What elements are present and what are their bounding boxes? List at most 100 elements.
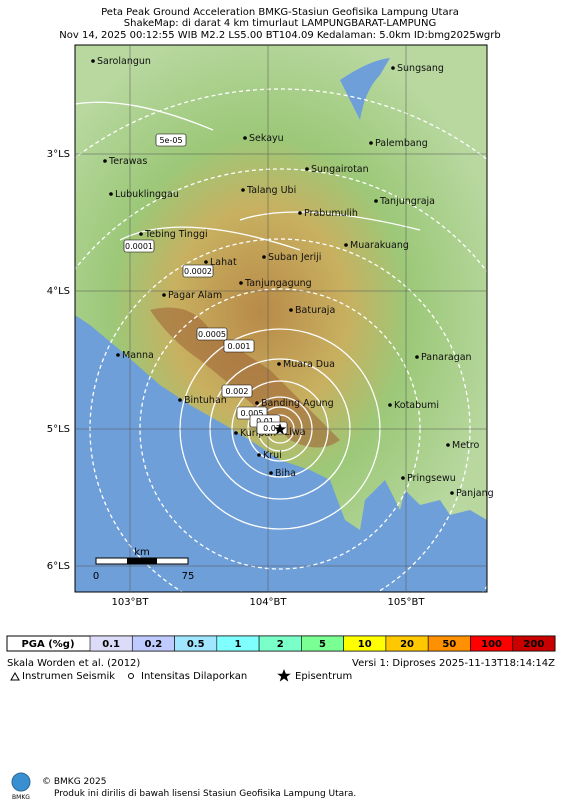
city-label: Banding Agung [261, 398, 334, 409]
city-dot [241, 188, 245, 192]
legend-level: 200 [523, 639, 544, 650]
contour-label-box [223, 339, 255, 353]
city-dot [415, 355, 419, 359]
contour-line [75, 101, 214, 131]
city-dot [446, 443, 450, 447]
city-dot [139, 232, 143, 236]
legend-level: 50 [442, 639, 456, 650]
city-dot [369, 141, 373, 145]
logo [11, 772, 31, 792]
legend-level: 0.2 [145, 639, 163, 650]
symbol-label: Intensitas Dilaporkan [141, 671, 247, 682]
lon-label: 105°BT [387, 597, 425, 608]
city-label: Lahat [210, 257, 237, 268]
version: Versi 1: Diproses 2025-11-13T18:14:14Z [352, 658, 555, 669]
legend-level: 0.1 [102, 639, 120, 650]
city-dot [162, 293, 166, 297]
logo-text: BMKG [12, 794, 30, 801]
city-dot [234, 431, 238, 435]
city-dot [262, 255, 266, 259]
contour-label: 0.0001 [125, 242, 153, 251]
city-dot [178, 398, 182, 402]
contour-label: 0.02 [263, 424, 281, 433]
city-label: Panjang [456, 488, 494, 499]
lon-label: 103°BT [111, 597, 149, 608]
city-label: Muara Dua [283, 359, 335, 370]
city-dot [239, 281, 243, 285]
city-label: Talang Ubi [246, 185, 296, 196]
city-dot [116, 353, 120, 357]
legend-level: 0.5 [187, 639, 205, 650]
contour-label: 0.0002 [184, 267, 212, 276]
city-dot [255, 401, 259, 405]
title: Peta Peak Ground Acceleration BMKG-Stasi… [101, 7, 459, 18]
city-label: Sungairotan [311, 164, 369, 175]
city-label: Lubuklinggau [115, 189, 179, 200]
city-label: Terawas [108, 156, 147, 167]
city-dot [298, 211, 302, 215]
city-label: Metro [452, 440, 479, 451]
lat-label: 3°LS [47, 149, 70, 160]
city-label: Krui [263, 450, 282, 461]
city-label: Baturaja [295, 305, 335, 316]
highland [150, 307, 340, 448]
copyright: © BMKG 2025 [42, 777, 106, 787]
lat-label: 5°LS [47, 424, 70, 435]
map-area [75, 45, 487, 592]
contour-label: 0.001 [228, 342, 251, 351]
info: Nov 14, 2025 00:12:55 WIB M2.2 LS5.00 BT… [59, 30, 500, 41]
city-label: Muarakuang [350, 240, 409, 251]
city-dot [305, 167, 309, 171]
city-label: Manna [122, 350, 154, 361]
city-label: Liwa [284, 427, 306, 438]
legend-level: 100 [481, 639, 502, 650]
legend-level: 1 [234, 639, 241, 650]
license: Produk ini dirilis di bawah lisensi Stas… [54, 789, 356, 799]
symbol-label: Instrumen Seismik [22, 671, 115, 682]
city-label: Kotabumi [394, 400, 439, 411]
contour-label: 0.01 [256, 417, 274, 426]
legend-level: 2 [277, 639, 284, 650]
scale-max: 75 [182, 571, 195, 582]
map-frame [74, 44, 488, 593]
city-label: Tanjungagung [244, 278, 312, 289]
lat-label: 6°LS [47, 561, 70, 572]
legend-cell [512, 635, 556, 652]
contour-label-box [221, 384, 253, 398]
city-dot [204, 260, 208, 264]
city-dot [257, 453, 261, 457]
city-dot [277, 362, 281, 366]
city-label: Tebing Tinggi [144, 229, 208, 240]
city-dot [289, 308, 293, 312]
symbol-circle [128, 673, 134, 679]
city-dot [243, 136, 247, 140]
lon-label: 104°BT [249, 597, 287, 608]
city-label: Sungsang [397, 63, 444, 74]
legend-level: 20 [400, 639, 414, 650]
contour-label-box [182, 264, 214, 278]
scale-min: 0 [93, 571, 99, 582]
city-label: Palembang [375, 138, 428, 149]
city-label: Bintuhan [184, 395, 227, 406]
city-dot [388, 403, 392, 407]
city-label: Suban Jeriji [268, 252, 321, 263]
city-dot [109, 192, 113, 196]
city-label: Panaragan [421, 352, 472, 363]
contour-label: 0.005 [241, 409, 264, 418]
subtitle: ShakeMap: di darat 4 km timurlaut LAMPUN… [124, 18, 436, 29]
city-dot [374, 199, 378, 203]
legend-level: 5 [319, 639, 326, 650]
symbol-star [277, 669, 291, 682]
contour-line [119, 226, 301, 251]
city-dot [401, 476, 405, 480]
symbol-label: Episentrum [295, 671, 352, 682]
land [75, 45, 487, 530]
river [340, 58, 390, 120]
scale-unit: km [134, 547, 150, 558]
contour-label-box [196, 327, 228, 341]
city-dot [344, 243, 348, 247]
contour-label-box [155, 133, 187, 147]
contour-line [239, 211, 421, 231]
city-dot [391, 66, 395, 70]
